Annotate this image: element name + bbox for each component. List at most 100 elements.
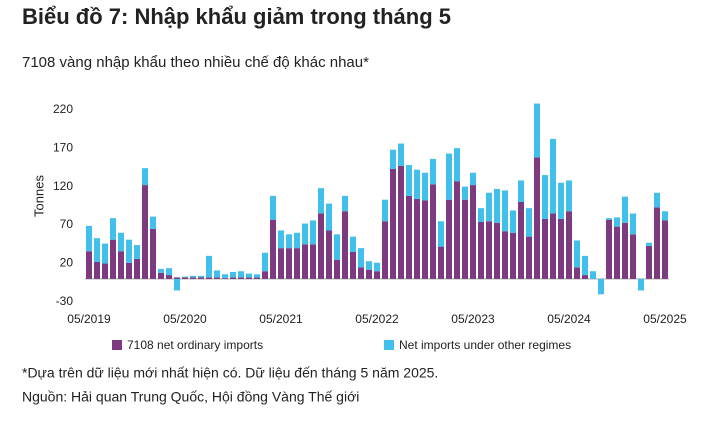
bar-segment — [254, 274, 260, 278]
legend-swatch — [384, 340, 394, 350]
bar-segment — [270, 219, 276, 279]
bar-segment — [454, 148, 460, 182]
bar-segment — [526, 236, 532, 279]
bar-segment — [302, 223, 308, 245]
bar-segment — [158, 268, 164, 273]
bar-segment — [334, 234, 340, 260]
bar-segment — [398, 143, 404, 166]
bar-segment — [598, 278, 604, 295]
bar-segment — [262, 252, 268, 272]
bar-segment — [158, 272, 164, 279]
bar-segment — [166, 275, 172, 279]
bar-segment — [198, 277, 204, 279]
bar-segment — [542, 218, 548, 279]
bar-segment — [470, 172, 476, 186]
bar-segment — [214, 270, 220, 278]
bar-segment — [558, 218, 564, 279]
bar-segment — [374, 271, 380, 279]
bar-segment — [150, 228, 156, 279]
bar-segment — [582, 275, 588, 279]
bar-segment — [350, 252, 356, 279]
y-tick-label: 70 — [60, 217, 74, 231]
legend-swatch — [112, 340, 122, 350]
bar-segment — [174, 278, 180, 291]
bar-segment — [358, 267, 364, 279]
bar-segment — [126, 262, 132, 279]
chart-title: Biểu đồ 7: Nhập khẩu giảm trong tháng 5 — [22, 4, 451, 29]
bar-segment — [222, 278, 228, 279]
bar-segment — [614, 217, 620, 227]
bar-segment — [94, 262, 100, 279]
bar-segment — [430, 184, 436, 279]
bar-segment — [574, 267, 580, 279]
bar-segment — [582, 255, 588, 276]
bar-segment — [422, 172, 428, 201]
bar-segment — [510, 210, 516, 233]
bar-segment — [382, 221, 388, 279]
bar-segment — [286, 248, 292, 279]
bar-segment — [566, 211, 572, 279]
bar-segment — [534, 157, 540, 279]
chart-subtitle: 7108 vàng nhập khẩu theo nhiều chế độ kh… — [22, 54, 369, 71]
bar-segment — [654, 207, 660, 279]
bar-segment — [646, 242, 652, 246]
bar-segment — [462, 186, 468, 200]
bar-segment — [334, 259, 340, 279]
bar-segment — [502, 231, 508, 279]
bar-segment — [254, 277, 260, 279]
bar-segment — [342, 211, 348, 279]
bar-segment — [550, 138, 556, 214]
bar-segment — [326, 230, 332, 279]
bar-segment — [294, 232, 300, 249]
bar-segment — [134, 258, 140, 279]
bar-segment — [454, 181, 460, 279]
bar-segment — [622, 222, 628, 279]
bar-segment — [94, 238, 100, 262]
source: Nguồn: Hải quan Trung Quốc, Hội đồng Vàn… — [22, 389, 359, 405]
bar-segment — [174, 277, 180, 279]
x-tick-label: 05/2025 — [643, 312, 687, 326]
bar-segment — [406, 195, 412, 279]
bar-segment — [478, 208, 484, 222]
bar-segment — [550, 213, 556, 279]
bar-segment — [302, 244, 308, 279]
bar-segment — [590, 271, 596, 279]
bar-segment — [86, 251, 92, 279]
bar-segment — [246, 277, 252, 279]
bar-segment — [270, 195, 276, 220]
bar-segment — [214, 277, 220, 279]
bar-segment — [310, 244, 316, 279]
bar-segment — [414, 169, 420, 199]
bar-segment — [510, 232, 516, 279]
bar-segment — [494, 222, 500, 279]
bar-segment — [206, 255, 212, 278]
bar-segment — [350, 236, 356, 252]
bar-segment — [518, 180, 524, 202]
bar-segment — [662, 211, 668, 221]
bar-segment — [126, 239, 132, 263]
bar-segment — [366, 261, 372, 270]
bar-segment — [438, 246, 444, 279]
bar-segment — [230, 277, 236, 279]
bar-segment — [206, 277, 212, 279]
bar-segment — [294, 248, 300, 279]
bar-segment — [118, 251, 124, 279]
bar-segment — [190, 277, 196, 279]
x-tick-label: 05/2023 — [451, 312, 495, 326]
bar-segment — [470, 185, 476, 279]
bar-segment — [310, 220, 316, 245]
bar-segment — [630, 234, 636, 279]
bar-segment — [558, 182, 564, 219]
bar-segment — [606, 219, 612, 279]
bar-segment — [390, 168, 396, 279]
bar-segment — [102, 243, 108, 264]
bar-segment — [438, 221, 444, 247]
bar-segment — [142, 168, 148, 186]
bar-segment — [230, 272, 236, 278]
bar-segment — [446, 199, 452, 279]
bar-segment — [366, 269, 372, 279]
bar-segment — [150, 216, 156, 229]
bar-segment — [118, 232, 124, 252]
bar-segment — [478, 222, 484, 279]
